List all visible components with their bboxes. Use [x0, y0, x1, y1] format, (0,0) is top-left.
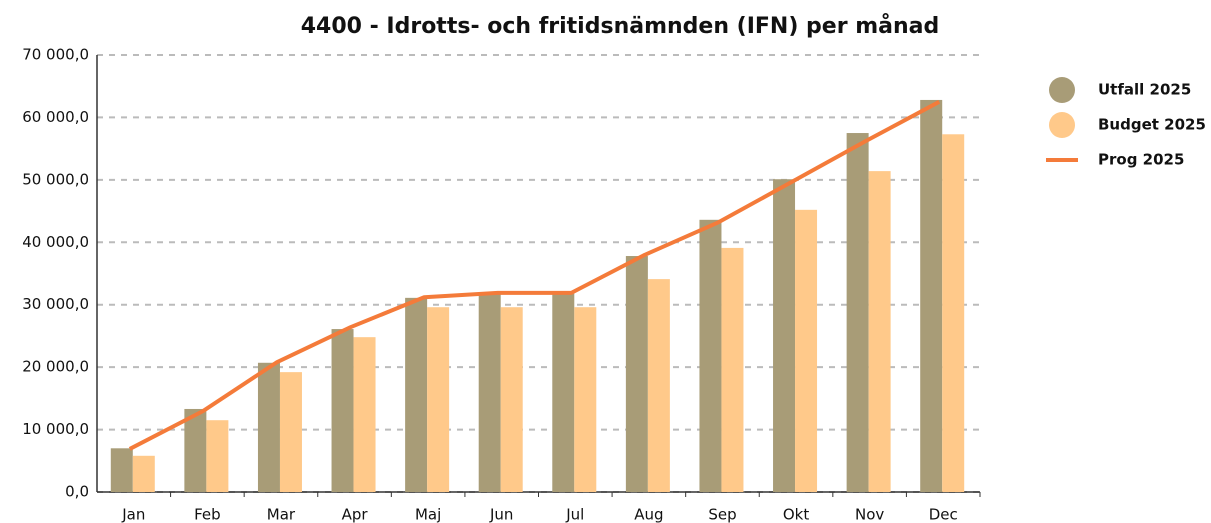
bar [132, 455, 155, 492]
bar [920, 99, 943, 492]
x-tick-label: Jan [121, 506, 145, 523]
y-tick-label: 10 000,0 [22, 420, 89, 438]
bar [942, 134, 965, 492]
bar [552, 292, 575, 492]
bar [574, 307, 597, 492]
bar [625, 256, 648, 492]
x-tick-label: Apr [342, 506, 369, 523]
legend-swatch [1049, 112, 1075, 138]
bar [353, 337, 376, 492]
x-tick-label: Nov [855, 506, 884, 523]
bar [699, 219, 722, 492]
y-tick-label: 50 000,0 [22, 170, 89, 188]
bar [846, 133, 869, 493]
legend-swatch [1049, 77, 1075, 103]
x-tick-label: Sep [708, 506, 736, 523]
bar [795, 209, 818, 492]
x-tick-label: Feb [194, 506, 221, 523]
bar [427, 307, 450, 492]
y-tick-label: 30 000,0 [22, 295, 89, 313]
bar [279, 372, 302, 492]
legend-label: Utfall 2025 [1098, 81, 1191, 99]
x-tick-label: Okt [783, 506, 809, 523]
bar [257, 362, 280, 492]
bar [773, 179, 796, 493]
bar [647, 279, 670, 492]
bar [868, 171, 891, 493]
line [128, 100, 941, 451]
x-tick-label: Mar [267, 506, 296, 523]
x-tick-label: Aug [634, 506, 663, 523]
bar [206, 420, 229, 492]
legend-label: Prog 2025 [1098, 151, 1184, 169]
y-tick-label: 0,0 [65, 483, 89, 501]
x-tick-label: Jun [489, 506, 513, 523]
chart-title: 4400 - Idrotts- och fritidsnämnden (IFN)… [301, 13, 940, 39]
x-tick-label: Maj [415, 506, 441, 523]
bar [184, 408, 207, 492]
bar [110, 448, 133, 492]
bar [405, 297, 428, 492]
x-tick-label: Dec [929, 506, 958, 523]
y-tick-label: 40 000,0 [22, 233, 89, 251]
y-tick-label: 20 000,0 [22, 358, 89, 376]
y-tick-label: 60 000,0 [22, 108, 89, 126]
x-tick-label: Jul [565, 506, 584, 523]
bar [721, 247, 744, 492]
bar [331, 329, 354, 492]
bar [500, 307, 523, 492]
legend-label: Budget 2025 [1098, 116, 1206, 134]
bar [478, 292, 501, 492]
y-tick-label: 70 000,0 [22, 46, 89, 64]
